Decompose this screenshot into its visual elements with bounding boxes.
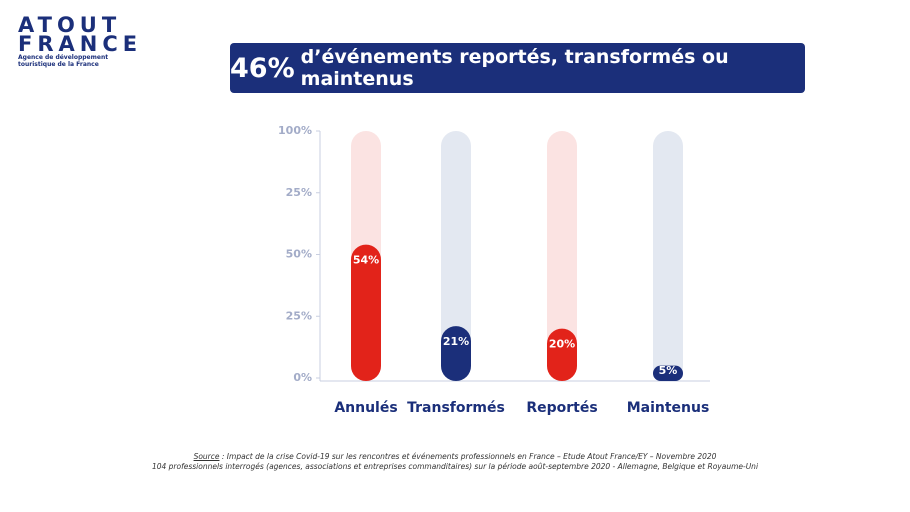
bar-track — [547, 131, 577, 381]
bar-track — [653, 131, 683, 381]
x-tick-label: Transformés — [407, 400, 505, 416]
bar — [351, 244, 381, 381]
title-box: 46% d’événements reportés, transformés o… — [230, 43, 805, 93]
y-tick-label: 0% — [293, 371, 312, 384]
value-label: 21% — [443, 335, 469, 348]
y-tick-label: 100% — [278, 124, 312, 137]
source-label: Source — [193, 452, 220, 461]
value-label: 5% — [659, 364, 678, 377]
chart-title: d’événements reportés, transformés ou ma… — [300, 46, 729, 90]
logo-line: ATOUT — [18, 13, 122, 37]
x-tick-label: Maintenus — [627, 400, 710, 416]
logo-line: FRANCE — [18, 32, 143, 56]
value-label: 54% — [353, 254, 379, 267]
x-tick-label: Annulés — [334, 400, 397, 416]
logo-tagline: Agence de développement — [18, 54, 109, 61]
x-tick-label: Reportés — [526, 400, 597, 416]
y-tick-label: 25% — [286, 309, 312, 322]
value-label: 20% — [549, 338, 575, 351]
y-tick-label: 50% — [286, 248, 312, 261]
logo-tagline: touristique de la France — [18, 61, 99, 68]
source-text: : Impact de la crise Covid-19 sur les re… — [221, 452, 717, 461]
bar-track — [441, 131, 471, 381]
source-text: 104 professionnels interrogés (agences, … — [151, 462, 759, 471]
bar — [653, 365, 683, 381]
logo: ATOUT FRANCE Agence de développement tou… — [18, 13, 143, 69]
bar — [547, 328, 577, 381]
source: Source : Impact de la crise Covid-19 sur… — [0, 452, 910, 472]
y-tick-label: 25% — [286, 186, 312, 199]
title-lead: 46% — [230, 52, 295, 84]
bar — [441, 326, 471, 381]
